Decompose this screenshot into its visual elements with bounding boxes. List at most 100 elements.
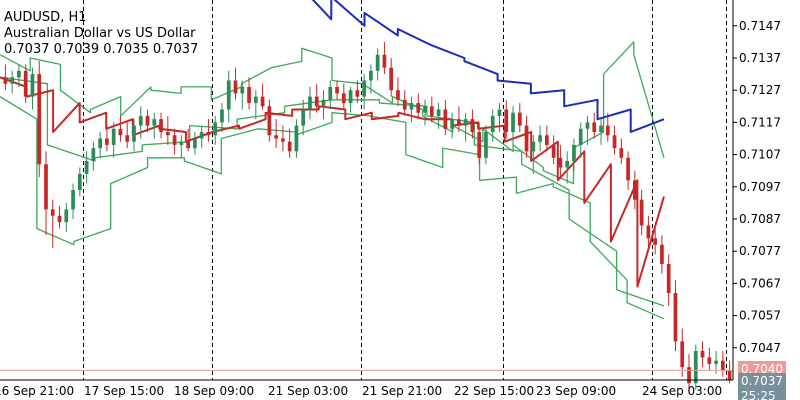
candle (693, 344, 698, 390)
candle-body (287, 141, 292, 152)
candle-body (531, 141, 536, 152)
candle-body (369, 70, 373, 81)
candle (720, 351, 725, 377)
x-tick-label: 22 Sep 15:00 (454, 384, 534, 398)
candle-body (389, 67, 394, 91)
candle (37, 61, 42, 178)
y-tick-label: 0.7067 (739, 276, 781, 290)
candle (477, 122, 482, 165)
candle (457, 106, 461, 133)
bid-price-tag: 0.7037 (738, 373, 786, 389)
y-tick-label: 0.7107 (739, 148, 781, 162)
candle-body (3, 77, 8, 84)
candle-body (450, 119, 454, 129)
bar-countdown-tag: 25:25 (738, 388, 786, 400)
candle (484, 125, 488, 165)
candle-body (186, 141, 190, 149)
candle (138, 106, 143, 139)
candle (77, 167, 82, 197)
x-tick-label: 16 Sep 21:00 (0, 384, 74, 398)
candle-body (274, 135, 278, 139)
candle (660, 235, 664, 274)
x-tick-label: 21 Sep 21:00 (362, 384, 442, 398)
candle (294, 119, 299, 158)
candle-body (632, 180, 637, 200)
session-dividers (83, 0, 727, 380)
candle (409, 96, 414, 123)
candle-body (402, 99, 407, 110)
candle-body (653, 238, 658, 245)
candle-body (490, 115, 495, 133)
y-tick-label: 0.7047 (739, 341, 781, 355)
candle (396, 77, 400, 107)
candle-body (145, 115, 150, 126)
price-axis: 0.7147 0.7137 0.7127 0.7117 0.7107 0.7097 0.70… (733, 19, 781, 355)
candle-body (193, 138, 197, 149)
candle-body (240, 86, 245, 94)
candle-body (341, 93, 346, 104)
candle (565, 151, 570, 184)
candle (3, 64, 8, 91)
price-lines (0, 369, 733, 381)
candle-body (429, 106, 434, 116)
candle (226, 70, 231, 123)
y-tick-label: 0.7057 (739, 309, 781, 323)
candle-body (260, 96, 265, 107)
candle-body (152, 119, 157, 126)
candle-body (457, 119, 461, 126)
candle (30, 67, 35, 110)
candle-body (443, 109, 448, 129)
candle-body (321, 99, 326, 107)
candle-body (416, 103, 421, 113)
candle (504, 99, 509, 139)
candle-body (118, 128, 123, 136)
candle (558, 144, 563, 178)
candle-body (281, 138, 285, 142)
candle-body (605, 125, 610, 136)
candle-body (64, 209, 69, 223)
candle (267, 99, 272, 142)
candle (118, 115, 123, 142)
candle-body (572, 144, 576, 162)
candle (707, 347, 712, 371)
candle (599, 119, 603, 145)
x-tick-label: 18 Sep 09:00 (174, 384, 254, 398)
candle (213, 115, 218, 145)
candle-body (138, 115, 143, 126)
candle (145, 109, 150, 133)
candle (497, 103, 502, 133)
candle-body (10, 77, 15, 84)
candle (287, 128, 292, 158)
candle-body (125, 135, 130, 142)
candle (369, 64, 373, 94)
candle-body (165, 132, 170, 136)
candle-body (504, 109, 509, 133)
y-tick-label: 0.7127 (739, 83, 781, 97)
candle (490, 109, 495, 142)
candle (511, 106, 515, 145)
candle (247, 77, 251, 110)
candle-body (700, 351, 705, 358)
candle (714, 351, 718, 374)
candle (132, 119, 136, 152)
candle (44, 151, 48, 236)
candle (382, 41, 387, 75)
candle-body (71, 190, 75, 210)
candle-body (77, 173, 82, 190)
candle (612, 125, 617, 155)
candle (341, 83, 346, 110)
symbol-description: Australian Dollar vs US Dollar (4, 26, 196, 41)
candle (578, 122, 583, 158)
candle-body (720, 360, 725, 371)
candle-body (44, 164, 48, 210)
candle (335, 80, 339, 100)
candle (605, 112, 610, 142)
candle (98, 132, 103, 158)
candle (348, 86, 353, 113)
symbol-label: AUDUSD, H1 (4, 10, 87, 25)
y-tick-label: 0.7097 (739, 180, 781, 194)
candle-body (105, 138, 109, 145)
candle-body (50, 209, 55, 216)
